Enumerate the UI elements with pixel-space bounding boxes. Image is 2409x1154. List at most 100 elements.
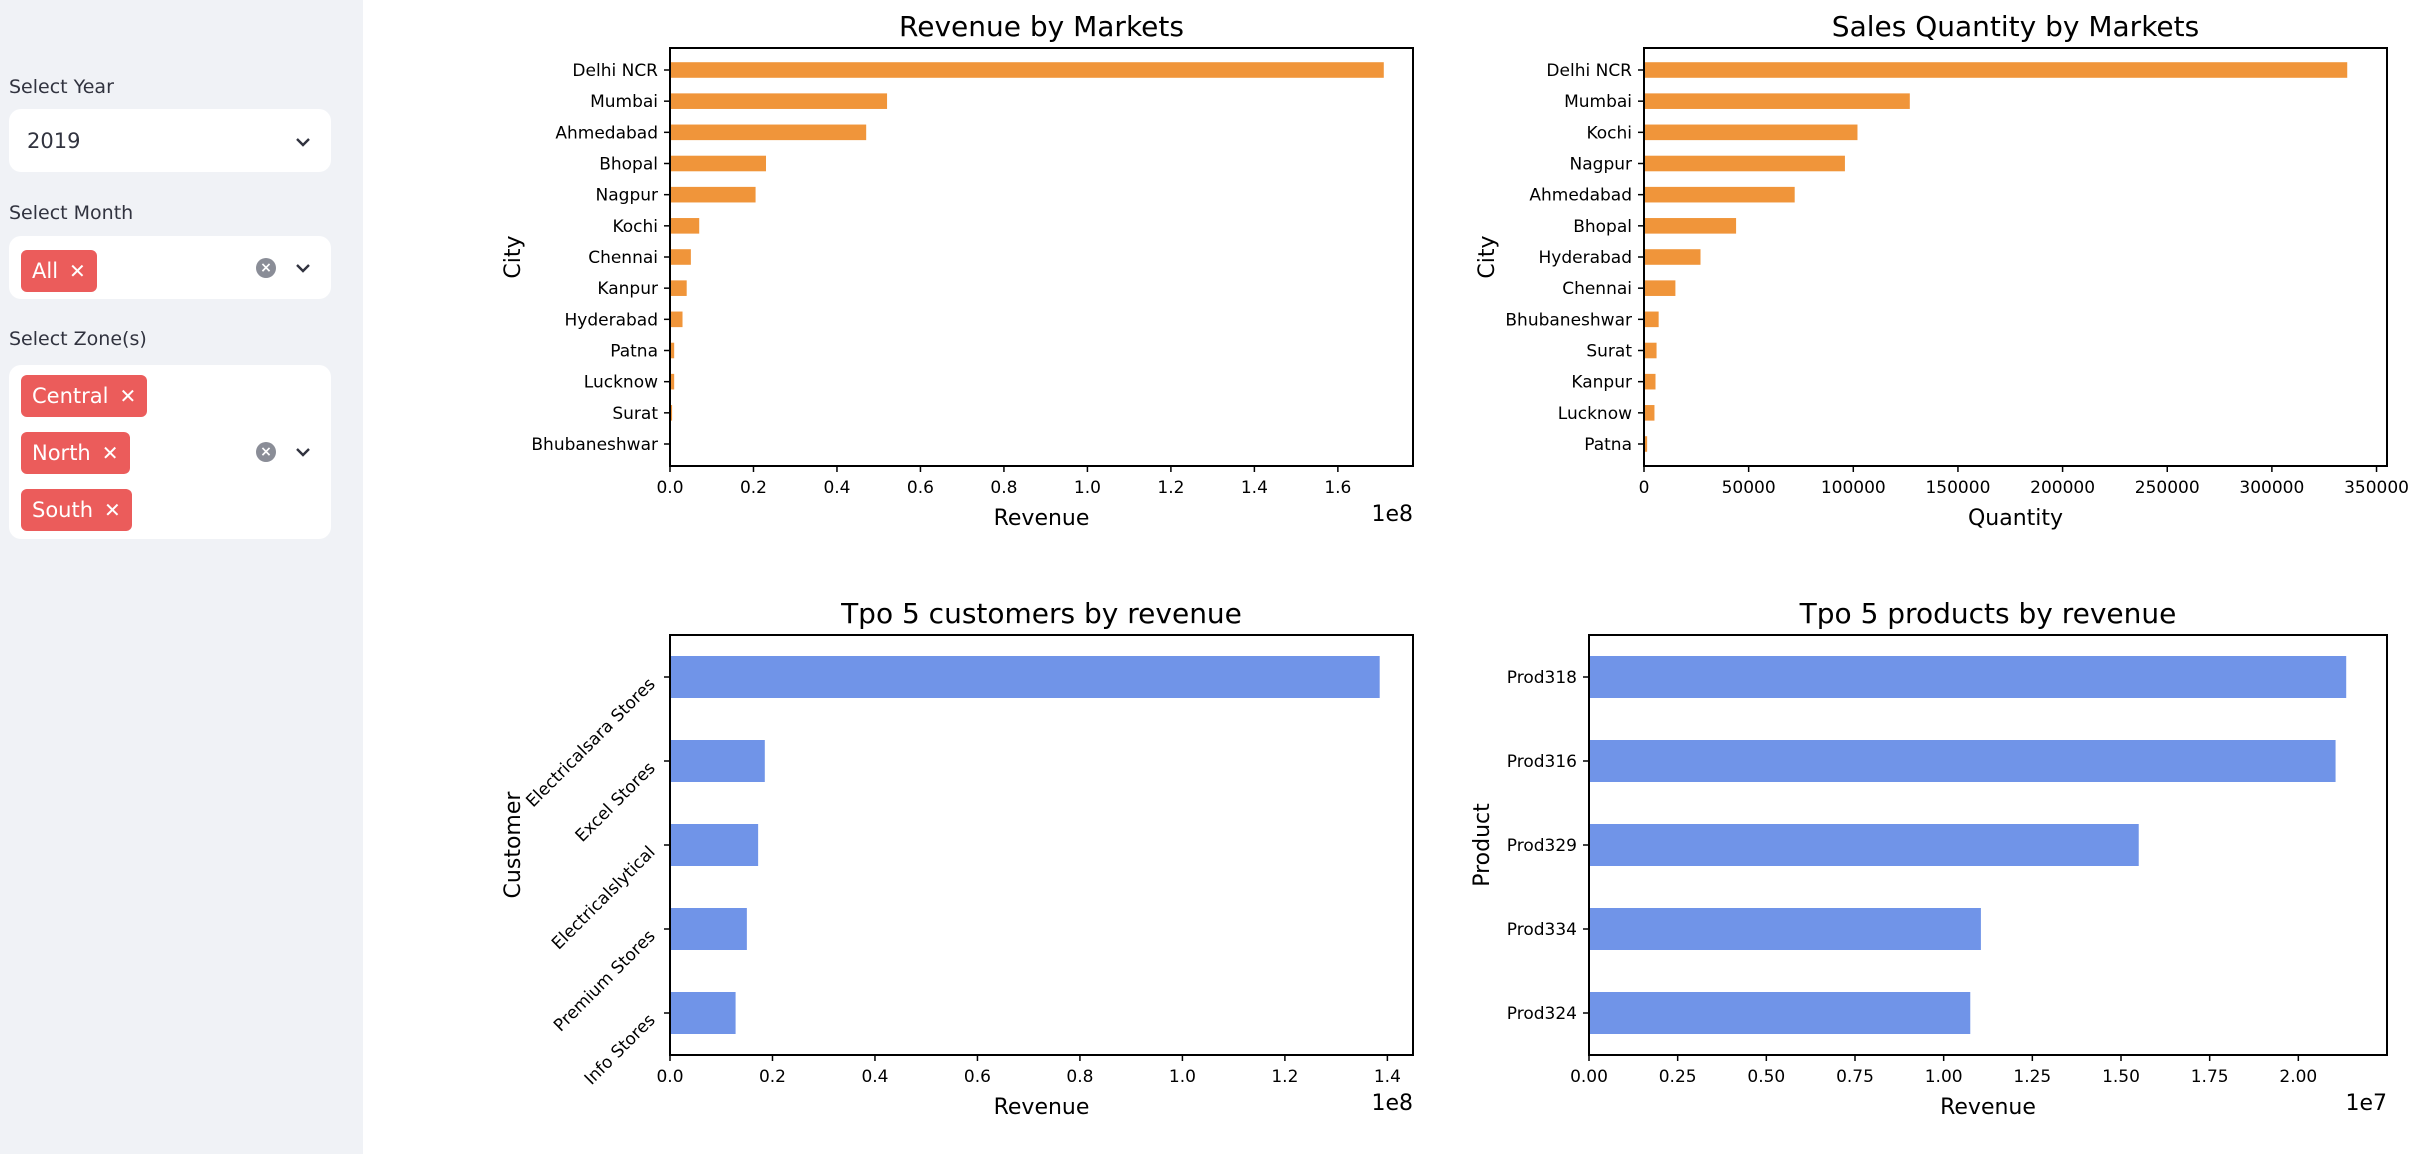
axis-offset-label: 1e8 xyxy=(1371,1091,1413,1116)
y-tick-label: Bhubaneshwar xyxy=(531,435,658,455)
clear-icon[interactable]: × xyxy=(256,442,276,462)
x-axis-label: Revenue xyxy=(994,1095,1090,1120)
remove-tag-icon[interactable]: ✕ xyxy=(119,384,137,408)
chart-title: Tpo 5 products by revenue xyxy=(1799,597,2177,630)
bar xyxy=(1644,405,1655,421)
remove-tag-icon[interactable]: ✕ xyxy=(69,259,86,283)
tag-label: South xyxy=(32,498,94,522)
bar xyxy=(1644,373,1656,390)
bar xyxy=(1644,311,1659,328)
month-multiselect[interactable]: All ✕ × xyxy=(9,236,331,299)
y-tick-label: Lucknow xyxy=(584,373,658,393)
clear-icon[interactable]: × xyxy=(256,258,276,278)
axis-offset-label: 1e8 xyxy=(1371,502,1413,527)
month-select-label: Select Month xyxy=(9,202,134,224)
bar xyxy=(670,992,736,1034)
y-tick-label: Nagpur xyxy=(1570,155,1632,175)
y-tick-label: Delhi NCR xyxy=(572,61,658,81)
year-select-label: Select Year xyxy=(9,76,114,98)
y-tick-label: Prod334 xyxy=(1507,920,1577,940)
y-tick-label: Patna xyxy=(610,342,658,362)
y-tick-label: Chennai xyxy=(588,248,658,268)
y-tick-label: Hyderabad xyxy=(565,310,659,330)
x-tick-label: 1.50 xyxy=(2102,1067,2140,1087)
bar xyxy=(1644,280,1676,296)
bar xyxy=(1644,124,1858,141)
x-tick-label: 0.00 xyxy=(1570,1067,1608,1087)
chevron-down-icon[interactable] xyxy=(293,132,313,152)
x-tick-label: 0.8 xyxy=(990,478,1017,498)
zone-select-label: Select Zone(s) xyxy=(9,328,147,350)
tag-label: All xyxy=(32,259,59,283)
chart-title: Tpo 5 customers by revenue xyxy=(840,597,1242,630)
y-tick-label: Surat xyxy=(612,404,658,424)
remove-tag-icon[interactable]: ✕ xyxy=(101,441,119,465)
x-tick-label: 350000 xyxy=(2344,478,2409,498)
y-tick-label: Prod316 xyxy=(1507,752,1577,772)
bar xyxy=(670,342,675,359)
bar xyxy=(1644,249,1701,265)
y-tick-label: Delhi NCR xyxy=(1546,61,1632,81)
x-tick-label: 0.2 xyxy=(740,478,767,498)
y-tick-label: Hyderabad xyxy=(1539,248,1633,268)
bar xyxy=(670,656,1380,698)
y-tick-label: Mumbai xyxy=(1564,92,1632,112)
bar xyxy=(670,155,767,172)
zone-tag-south[interactable]: South ✕ xyxy=(21,489,132,531)
remove-tag-icon[interactable]: ✕ xyxy=(104,498,121,522)
year-select-value: 2019 xyxy=(27,129,81,153)
x-tick-label: 0.4 xyxy=(823,478,850,498)
chevron-down-icon[interactable] xyxy=(293,258,313,278)
bar xyxy=(1644,218,1737,234)
chart-title: Revenue by Markets xyxy=(899,10,1184,43)
bar xyxy=(1589,908,1981,950)
y-tick-label: Ahmedabad xyxy=(1529,186,1632,206)
x-tick-label: 1.2 xyxy=(1271,1067,1298,1087)
bar xyxy=(670,373,675,390)
y-tick-label: Nagpur xyxy=(596,186,658,206)
y-tick-label: Chennai xyxy=(1562,279,1632,299)
zone-tag-central[interactable]: Central ✕ xyxy=(21,375,148,417)
bar xyxy=(670,740,765,782)
x-tick-label: 100000 xyxy=(1821,478,1886,498)
bar xyxy=(1644,342,1657,359)
x-tick-label: 0.75 xyxy=(1836,1067,1874,1087)
x-axis-label: Revenue xyxy=(994,506,1090,531)
bar xyxy=(670,311,683,328)
plot-frame xyxy=(669,47,1414,467)
x-tick-label: 0.6 xyxy=(964,1067,991,1087)
axis-offset-label: 1e7 xyxy=(2345,1091,2387,1116)
y-axis-label: City xyxy=(1475,235,1500,278)
chevron-down-icon[interactable] xyxy=(293,442,313,462)
y-tick-label: Bhopal xyxy=(599,155,658,175)
bar xyxy=(1644,436,1648,452)
x-tick-label: 1.6 xyxy=(1324,478,1351,498)
y-tick-label: Prod329 xyxy=(1507,836,1577,856)
x-tick-label: 0.8 xyxy=(1066,1067,1093,1087)
y-tick-label: Kanpur xyxy=(1571,373,1632,393)
x-tick-label: 1.2 xyxy=(1157,478,1184,498)
bar xyxy=(670,62,1384,78)
zone-tag-north[interactable]: North ✕ xyxy=(21,432,130,474)
y-axis-label: Customer xyxy=(501,791,526,899)
x-tick-label: 50000 xyxy=(1722,478,1776,498)
x-tick-label: 2.00 xyxy=(2279,1067,2317,1087)
zone-multiselect[interactable]: Central ✕ North ✕ South ✕ × xyxy=(9,365,331,539)
bar xyxy=(1589,740,2336,782)
bar xyxy=(670,124,867,141)
bar xyxy=(1589,824,2139,866)
x-tick-label: 300000 xyxy=(2239,478,2304,498)
y-tick-label: Info Stores xyxy=(581,1010,660,1089)
month-tag-all[interactable]: All ✕ xyxy=(21,250,97,292)
y-tick-label: Excel Stores xyxy=(572,758,660,846)
bar xyxy=(670,908,747,950)
year-select[interactable]: 2019 xyxy=(9,109,331,172)
bar xyxy=(1644,155,1845,172)
y-tick-label: Bhubaneshwar xyxy=(1505,310,1632,330)
x-tick-label: 1.75 xyxy=(2191,1067,2229,1087)
y-tick-label: Kochi xyxy=(1586,123,1632,143)
y-tick-label: Ahmedabad xyxy=(555,123,658,143)
bar xyxy=(670,280,687,296)
y-tick-label: Kochi xyxy=(612,217,658,237)
plot-frame xyxy=(1643,47,2388,467)
